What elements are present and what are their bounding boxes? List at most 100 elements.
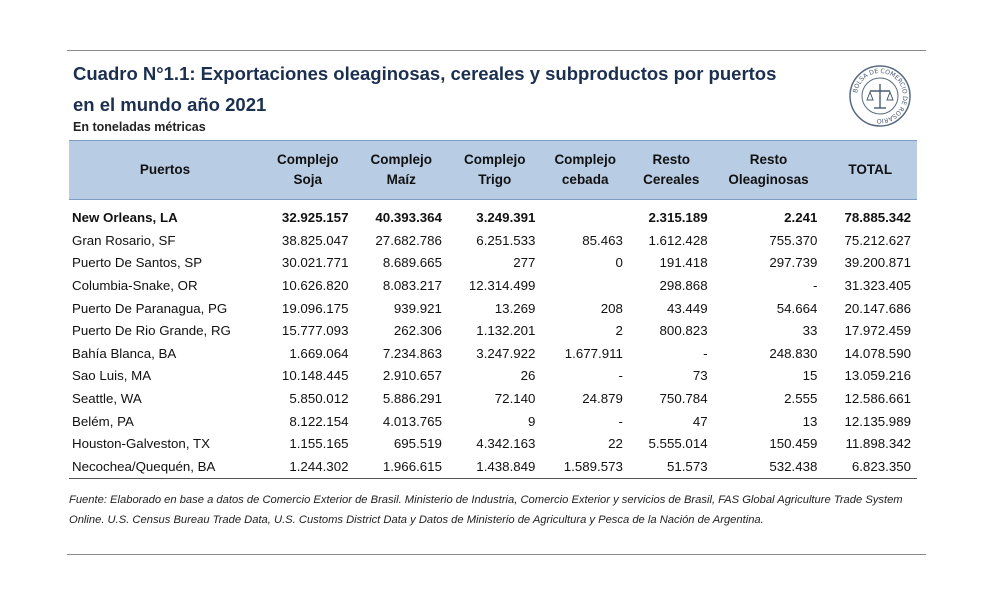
value-cell: 14.078.590 [844,345,911,361]
source-note: Fuente: Elaborado en base a datos de Com… [69,494,903,526]
value-cell: 800.823 [659,323,708,339]
title-line-2: en el mundo año 2021 [73,94,267,115]
port-name-cell: Gran Rosario, SF [72,232,176,248]
table-row: Columbia-Snake, OR 10.626.820 8.083.217 12.… [69,274,917,297]
table-row: Puerto De Rio Grande, RG 15.777.093 262.30… [69,319,917,342]
value-cell: 32.925.157 [281,209,349,225]
value-cell: 2.241 [784,209,818,225]
table-row: Puerto De Santos, SP 30.021.771 8.689.665 2… [69,252,917,275]
value-cell: 73 [692,368,708,384]
table-row: Belém, PA 8.122.154 4.013.765 9 - 47 13 12.135.… [69,410,917,433]
port-name-cell: Seattle, WA [72,390,142,406]
value-cell: 755.370 [769,232,818,248]
port-name-cell: New Orleans, LA [72,209,178,225]
value-cell: 33 [802,323,818,339]
table-row: New Orleans, LA 32.925.157 40.393.364 3.249… [69,200,917,230]
value-cell: 1.966.615 [354,454,448,479]
value-cell: 1.677.911 [564,345,623,361]
column-header: Complejo Soja [261,140,355,200]
port-name-cell: Bahía Blanca, BA [72,345,177,361]
document-frame: Cuadro N°1.1: Exportaciones oleaginosas,… [67,50,926,555]
value-cell: 30.021.771 [281,255,349,271]
value-cell: 12.314.499 [468,277,536,293]
value-cell: 13.059.216 [844,368,911,384]
value-cell: 39.200.871 [844,255,911,271]
value-cell: 47 [692,413,708,429]
column-header: Complejo Maíz [354,140,448,200]
value-cell: 20.147.686 [844,300,911,316]
title-line-1: Cuadro N°1.1: Exportaciones oleaginosas,… [73,63,777,84]
value-cell: 3.247.922 [476,345,536,361]
port-name-cell: Puerto De Paranagua, PG [72,300,228,316]
port-name-cell: Sao Luis, MA [72,368,152,384]
value-cell: 15.777.093 [281,323,349,339]
value-cell: 191.418 [659,255,708,271]
column-header: Resto Cereales [628,140,714,200]
port-name-cell: Houston-Galveston, TX [72,436,210,452]
value-cell: 40.393.364 [375,209,442,225]
table-row: Necochea/Quequén, BA 1.244.302 1.966.615 1.… [69,454,917,479]
value-cell: 13.269 [494,300,536,316]
table-row: Seattle, WA 5.850.012 5.886.291 72.140 24.87… [69,387,917,410]
column-header: Complejo Trigo [447,140,542,200]
value-cell: 1.438.849 [447,454,542,479]
value-cell: 8.083.217 [382,277,442,293]
value-cell: 17.972.459 [844,323,911,339]
value-cell: 8.122.154 [289,413,349,429]
value-cell: 0 [615,255,623,271]
value-cell: 2.910.657 [382,368,442,384]
value-cell: 750.784 [659,390,708,406]
value-cell: 1.132.201 [476,323,536,339]
value-cell: - [703,345,708,361]
value-cell: 6.823.350 [823,454,917,479]
port-name-cell: Columbia-Snake, OR [72,277,198,293]
value-cell: 38.825.047 [281,232,349,248]
table-row: Puerto De Paranagua, PG 19.096.175 939.921… [69,297,917,320]
value-cell: 19.096.175 [281,300,349,316]
table-header-row: Puertos Complejo Soja Complejo Maíz Complejo T… [69,140,917,200]
value-cell: 13 [802,413,818,429]
column-header-text: Complejo [554,152,616,167]
value-cell: 277 [513,255,536,271]
value-cell: 9 [528,413,536,429]
bolsa-comercio-seal-icon: BOLSA DE COMERCIO DE ROSARIO [849,65,911,127]
value-cell: 2.315.189 [648,209,708,225]
value-cell: 12.586.661 [844,390,911,406]
port-name-cell: Belém, PA [72,413,134,429]
column-header-text: Puertos [139,162,191,177]
value-cell: 5.850.012 [289,390,349,406]
value-cell: 22 [608,436,623,452]
value-cell: 297.739 [769,255,818,271]
value-cell: 11.898.342 [845,436,911,452]
value-cell: 7.234.863 [382,345,442,361]
value-cell: 1.244.302 [261,454,355,479]
value-cell: 4.013.765 [382,413,442,429]
value-cell: 2.555 [784,390,818,406]
value-cell [541,274,628,297]
column-header-text: TOTAL [848,162,893,177]
value-cell: 208 [600,300,623,316]
value-cell: 6.251.533 [476,232,536,248]
value-cell: 54.664 [776,300,818,316]
column-header-text: Complejo [276,152,339,167]
value-cell: 51.573 [628,454,714,479]
table-row: Sao Luis, MA 10.148.445 2.910.657 26 - 73 15 13… [69,365,917,388]
port-name-cell: Puerto De Rio Grande, RG [72,323,231,339]
table-body: New Orleans, LA 32.925.157 40.393.364 3.249… [69,200,917,479]
value-cell: 248.830 [769,345,818,361]
table-row: Gran Rosario, SF 38.825.047 27.682.786 6.25… [69,229,917,252]
value-cell: 43.449 [666,300,708,316]
column-header-text: Soja [293,172,322,187]
table-row: Houston-Galveston, TX 1.155.165 695.519 4.3… [69,432,917,455]
value-cell: 78.885.342 [844,209,911,225]
value-cell: 27.682.786 [375,232,442,248]
column-header: TOTAL [823,140,917,200]
value-cell: - [813,277,818,293]
value-cell: 3.249.391 [476,209,536,225]
port-name-cell: Necochea/Quequén, BA [69,454,261,479]
column-header-text: Oleaginosas [728,172,809,187]
value-cell: 150.459 [769,436,818,452]
value-cell: 15 [802,368,818,384]
table-row: Bahía Blanca, BA 1.669.064 7.234.863 3.247.… [69,342,917,365]
value-cell: 75.212.627 [844,232,911,248]
